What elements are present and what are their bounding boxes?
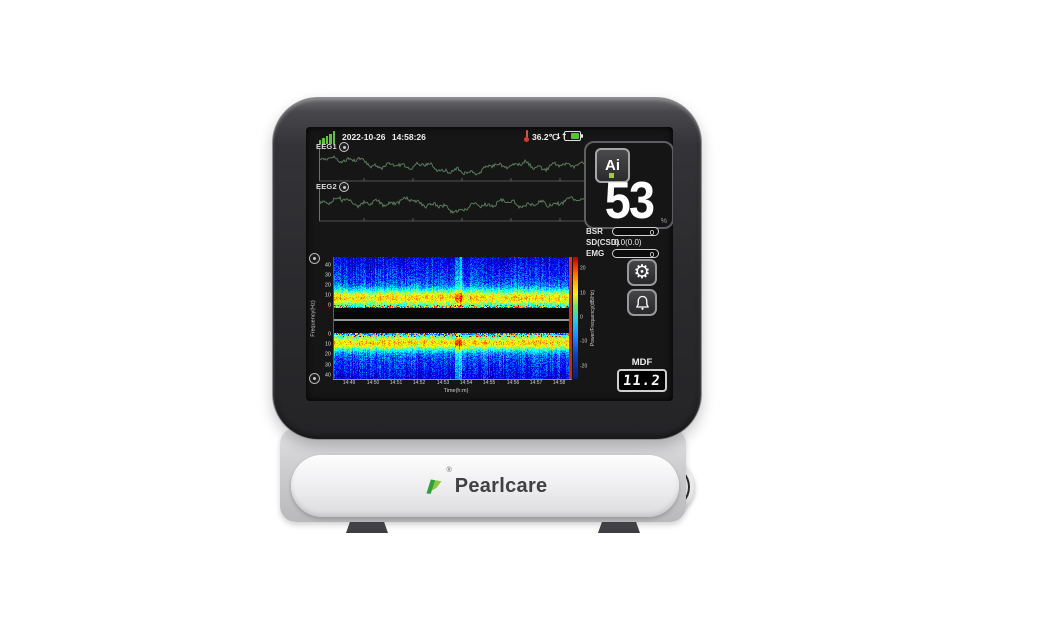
spectrogram-gap <box>333 308 569 333</box>
settings-button[interactable]: ⚙ <box>627 259 657 286</box>
index-unit: % <box>660 218 667 225</box>
gear-icon: ⚙ <box>633 261 651 283</box>
mdf-display: 11.2 <box>617 369 667 392</box>
thermometer-icon <box>524 130 529 142</box>
eeg1-label: EEG1 <box>316 142 337 151</box>
spectrogram-bottom-icon <box>309 373 320 384</box>
eeg2-electrode-icon <box>339 182 349 192</box>
spectrogram-live-edge <box>569 257 572 379</box>
sd-csd-value: 0.0(0.0) <box>614 238 642 247</box>
emg-label: EMG <box>586 249 605 258</box>
power-colorbar <box>573 257 578 379</box>
bsr-label: BSR <box>586 227 603 236</box>
registered-mark: ® <box>446 467 452 474</box>
brand-logo: ® Pearlcare <box>291 455 679 517</box>
ai-logo-text: Ai <box>605 157 620 174</box>
bell-icon <box>635 295 649 310</box>
temperature-text: 36.2℃ <box>532 132 559 142</box>
colorbar-axis-label: Power/Frequency(dB/Hz) <box>590 289 596 347</box>
eeg1-electrode-icon <box>339 142 349 152</box>
frequency-ticks-bottom: 0 10 20 30 40 <box>324 331 331 379</box>
front-panel: ® Pearlcare <box>291 455 679 517</box>
datetime-text: 2022-10-26 14:58:26 <box>342 132 426 142</box>
mdf-label: MDF <box>631 357 653 368</box>
battery-icon <box>564 131 583 141</box>
time-ticks: 14:49 14:50 14:51 14:52 14:53 14:54 14:55 14:56… <box>342 380 566 386</box>
bsr-value: 0 <box>612 227 659 237</box>
sd-csd-label: SD(CSD) <box>586 238 620 247</box>
signal-bars-icon <box>319 131 335 144</box>
ai-logo-dot <box>609 173 614 178</box>
data-transfer-icon: ↓↑ <box>555 132 567 141</box>
brand-name: Pearlcare <box>454 474 548 497</box>
time-axis-label: Time(h:m) <box>443 388 469 394</box>
alarm-button[interactable] <box>627 289 657 316</box>
anesthesia-index-value: 53 <box>604 172 655 230</box>
emg-value: 0 <box>612 249 659 259</box>
spectrogram-top-icon <box>309 253 320 264</box>
ai-logo-icon: Ai <box>595 148 630 183</box>
ai-index-panel: Ai 53 % <box>584 141 673 229</box>
frequency-ticks-top: 40 30 20 10 0 <box>324 262 331 309</box>
spectrogram-bottom-half <box>333 333 569 379</box>
pearlcare-leaf-icon <box>426 479 441 494</box>
spectrogram-top-half <box>333 257 569 308</box>
colorbar-ticks: 20 10 0 -10 -20 <box>580 265 588 370</box>
monitor-bezel: 2022-10-26 14:58:26 36.2℃ ↓↑ EEG1 <box>272 97 702 440</box>
screen: 2022-10-26 14:58:26 36.2℃ ↓↑ EEG1 <box>306 127 673 401</box>
mdf-value: 11.2 <box>622 372 662 389</box>
eeg2-label: EEG2 <box>316 182 337 191</box>
